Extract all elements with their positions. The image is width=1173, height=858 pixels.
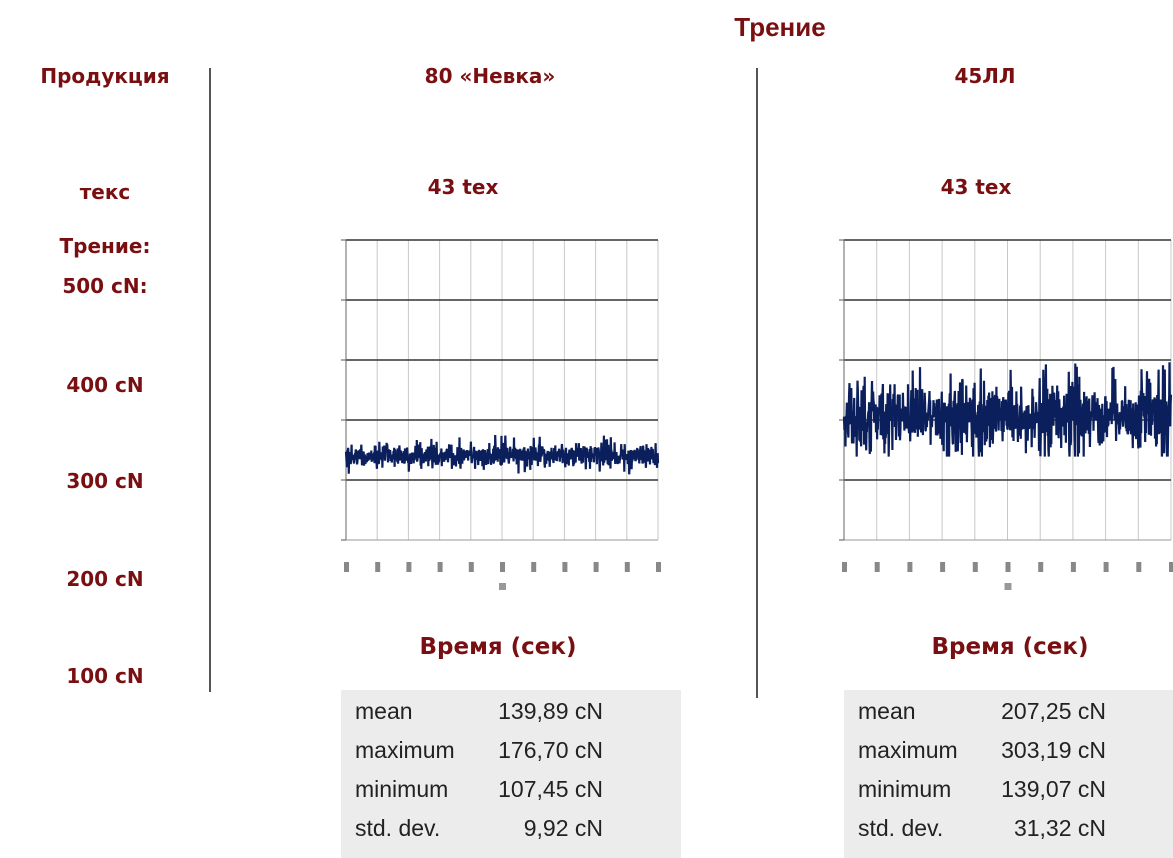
x-tick-label xyxy=(593,562,599,572)
x-tick-label xyxy=(940,562,946,572)
tex-label: текс xyxy=(79,180,131,204)
x-tick-label xyxy=(972,562,978,572)
stat-value: 207,25 cN xyxy=(1001,698,1106,724)
level-label: 300 cN xyxy=(66,469,144,493)
x-tick-label xyxy=(531,562,537,572)
friction-label: Трение: xyxy=(59,234,151,258)
stat-value: 176,70 cN xyxy=(498,737,603,763)
divider xyxy=(756,68,758,698)
x-tick-label xyxy=(624,562,630,572)
stat-key: minimum xyxy=(355,776,449,802)
x-axis-label: Время (сек) xyxy=(419,634,577,660)
x-tick-label xyxy=(1005,562,1011,572)
x-unit-mark xyxy=(1004,583,1012,590)
stats-row: maximum 176,70 cN xyxy=(355,737,675,772)
x-tick-label xyxy=(344,562,349,572)
stats-row: std. dev. 9,92 cN xyxy=(355,815,675,850)
level-label: 400 cN xyxy=(66,373,144,397)
x-tick-label xyxy=(1070,562,1076,572)
stat-value: 107,45 cN xyxy=(498,776,603,802)
stat-key: maximum xyxy=(355,737,455,763)
stat-value: 31,32 cN xyxy=(1013,815,1106,841)
x-tick-label xyxy=(1169,562,1173,572)
x-tick-label xyxy=(1038,562,1044,572)
level-label: 200 cN xyxy=(66,567,144,591)
x-tick-label xyxy=(1136,562,1142,572)
panel-tex: 43 tex xyxy=(940,175,1012,199)
panel-tex: 43 tex xyxy=(427,175,499,199)
stat-value: 139,07 cN xyxy=(1001,776,1106,802)
stat-key: std. dev. xyxy=(355,815,441,841)
stats-row: mean 207,25 cN xyxy=(858,698,1173,733)
x-tick-label xyxy=(562,562,568,572)
signal-line xyxy=(842,362,1173,457)
x-tick-label xyxy=(375,562,381,572)
level-label: 500 cN: xyxy=(62,274,148,298)
divider xyxy=(209,68,211,692)
stat-key: mean xyxy=(858,698,916,724)
x-tick-label xyxy=(874,562,880,572)
stats-row: maximum 303,19 cN xyxy=(858,737,1173,772)
stats-row: minimum 139,07 cN xyxy=(858,776,1173,811)
friction-chart xyxy=(341,239,661,590)
x-axis-label: Время (сек) xyxy=(931,634,1089,660)
x-tick-label xyxy=(437,562,443,572)
x-tick-label xyxy=(907,562,913,572)
stat-value: 303,19 cN xyxy=(1001,737,1106,763)
stats-table: mean 207,25 cN maximum 303,19 cN minimum 13… xyxy=(844,690,1173,858)
x-tick-label xyxy=(842,562,847,572)
x-unit-mark xyxy=(499,583,506,590)
stat-key: minimum xyxy=(858,776,952,802)
page-title: Трение xyxy=(734,12,826,42)
friction-chart xyxy=(839,239,1173,590)
stats-table: mean 139,89 cN maximum 176,70 cN minimum 10… xyxy=(341,690,681,858)
x-tick-label xyxy=(1103,562,1109,572)
stat-value: 9,92 cN xyxy=(523,815,603,841)
stats-row: mean 139,89 cN xyxy=(355,698,675,733)
x-tick-label xyxy=(468,562,474,572)
level-label: 100 cN xyxy=(66,664,144,688)
stats-row: std. dev. 31,32 cN xyxy=(858,815,1173,850)
x-tick-label xyxy=(656,562,661,572)
panel-header: 45ЛЛ xyxy=(954,64,1016,88)
stat-key: maximum xyxy=(858,737,958,763)
stat-value: 139,89 cN xyxy=(498,698,603,724)
stat-key: std. dev. xyxy=(858,815,944,841)
x-tick-label xyxy=(500,562,505,572)
signal-line xyxy=(344,434,660,475)
x-tick-label xyxy=(406,562,412,572)
product-label: Продукция xyxy=(40,64,170,88)
stat-key: mean xyxy=(355,698,413,724)
stats-row: minimum 107,45 cN xyxy=(355,776,675,811)
panel-header: 80 «Невка» xyxy=(424,64,556,88)
